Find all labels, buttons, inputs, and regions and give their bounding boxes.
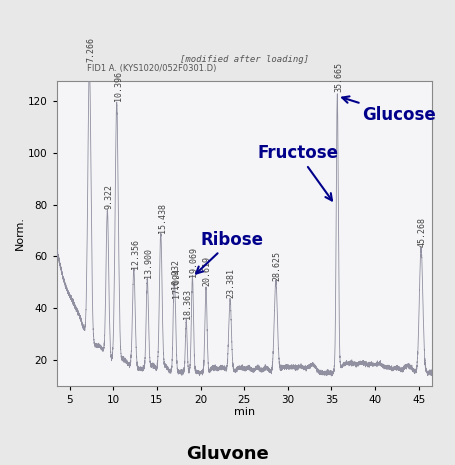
Text: 7.266: 7.266 — [86, 37, 95, 62]
Text: 9.322: 9.322 — [104, 184, 113, 209]
Text: 16.932: 16.932 — [171, 259, 180, 289]
Text: Fructose: Fructose — [257, 144, 339, 200]
Y-axis label: Norm.: Norm. — [15, 216, 25, 250]
Text: 19.069: 19.069 — [189, 247, 198, 277]
Text: [modified after loading]: [modified after loading] — [180, 55, 308, 64]
Text: Glucose: Glucose — [342, 96, 436, 124]
Text: Gluvone: Gluvone — [186, 445, 269, 463]
Text: 28.625: 28.625 — [273, 251, 282, 281]
Text: 45.268: 45.268 — [418, 217, 427, 247]
Text: 35.665: 35.665 — [334, 62, 343, 93]
Text: FID1 A. (KYS1020/052F0301.D): FID1 A. (KYS1020/052F0301.D) — [86, 64, 216, 73]
Text: 17.094: 17.094 — [172, 268, 181, 299]
Text: 15.438: 15.438 — [157, 203, 167, 233]
Text: 12.356: 12.356 — [131, 239, 140, 269]
X-axis label: min: min — [234, 407, 255, 418]
Text: 18.363: 18.363 — [183, 289, 192, 319]
Text: 20.619: 20.619 — [203, 256, 212, 286]
Text: 13.900: 13.900 — [144, 248, 153, 278]
Text: 10.396: 10.396 — [114, 71, 122, 101]
Text: Ribose: Ribose — [196, 231, 263, 273]
Text: 23.381: 23.381 — [227, 268, 236, 298]
